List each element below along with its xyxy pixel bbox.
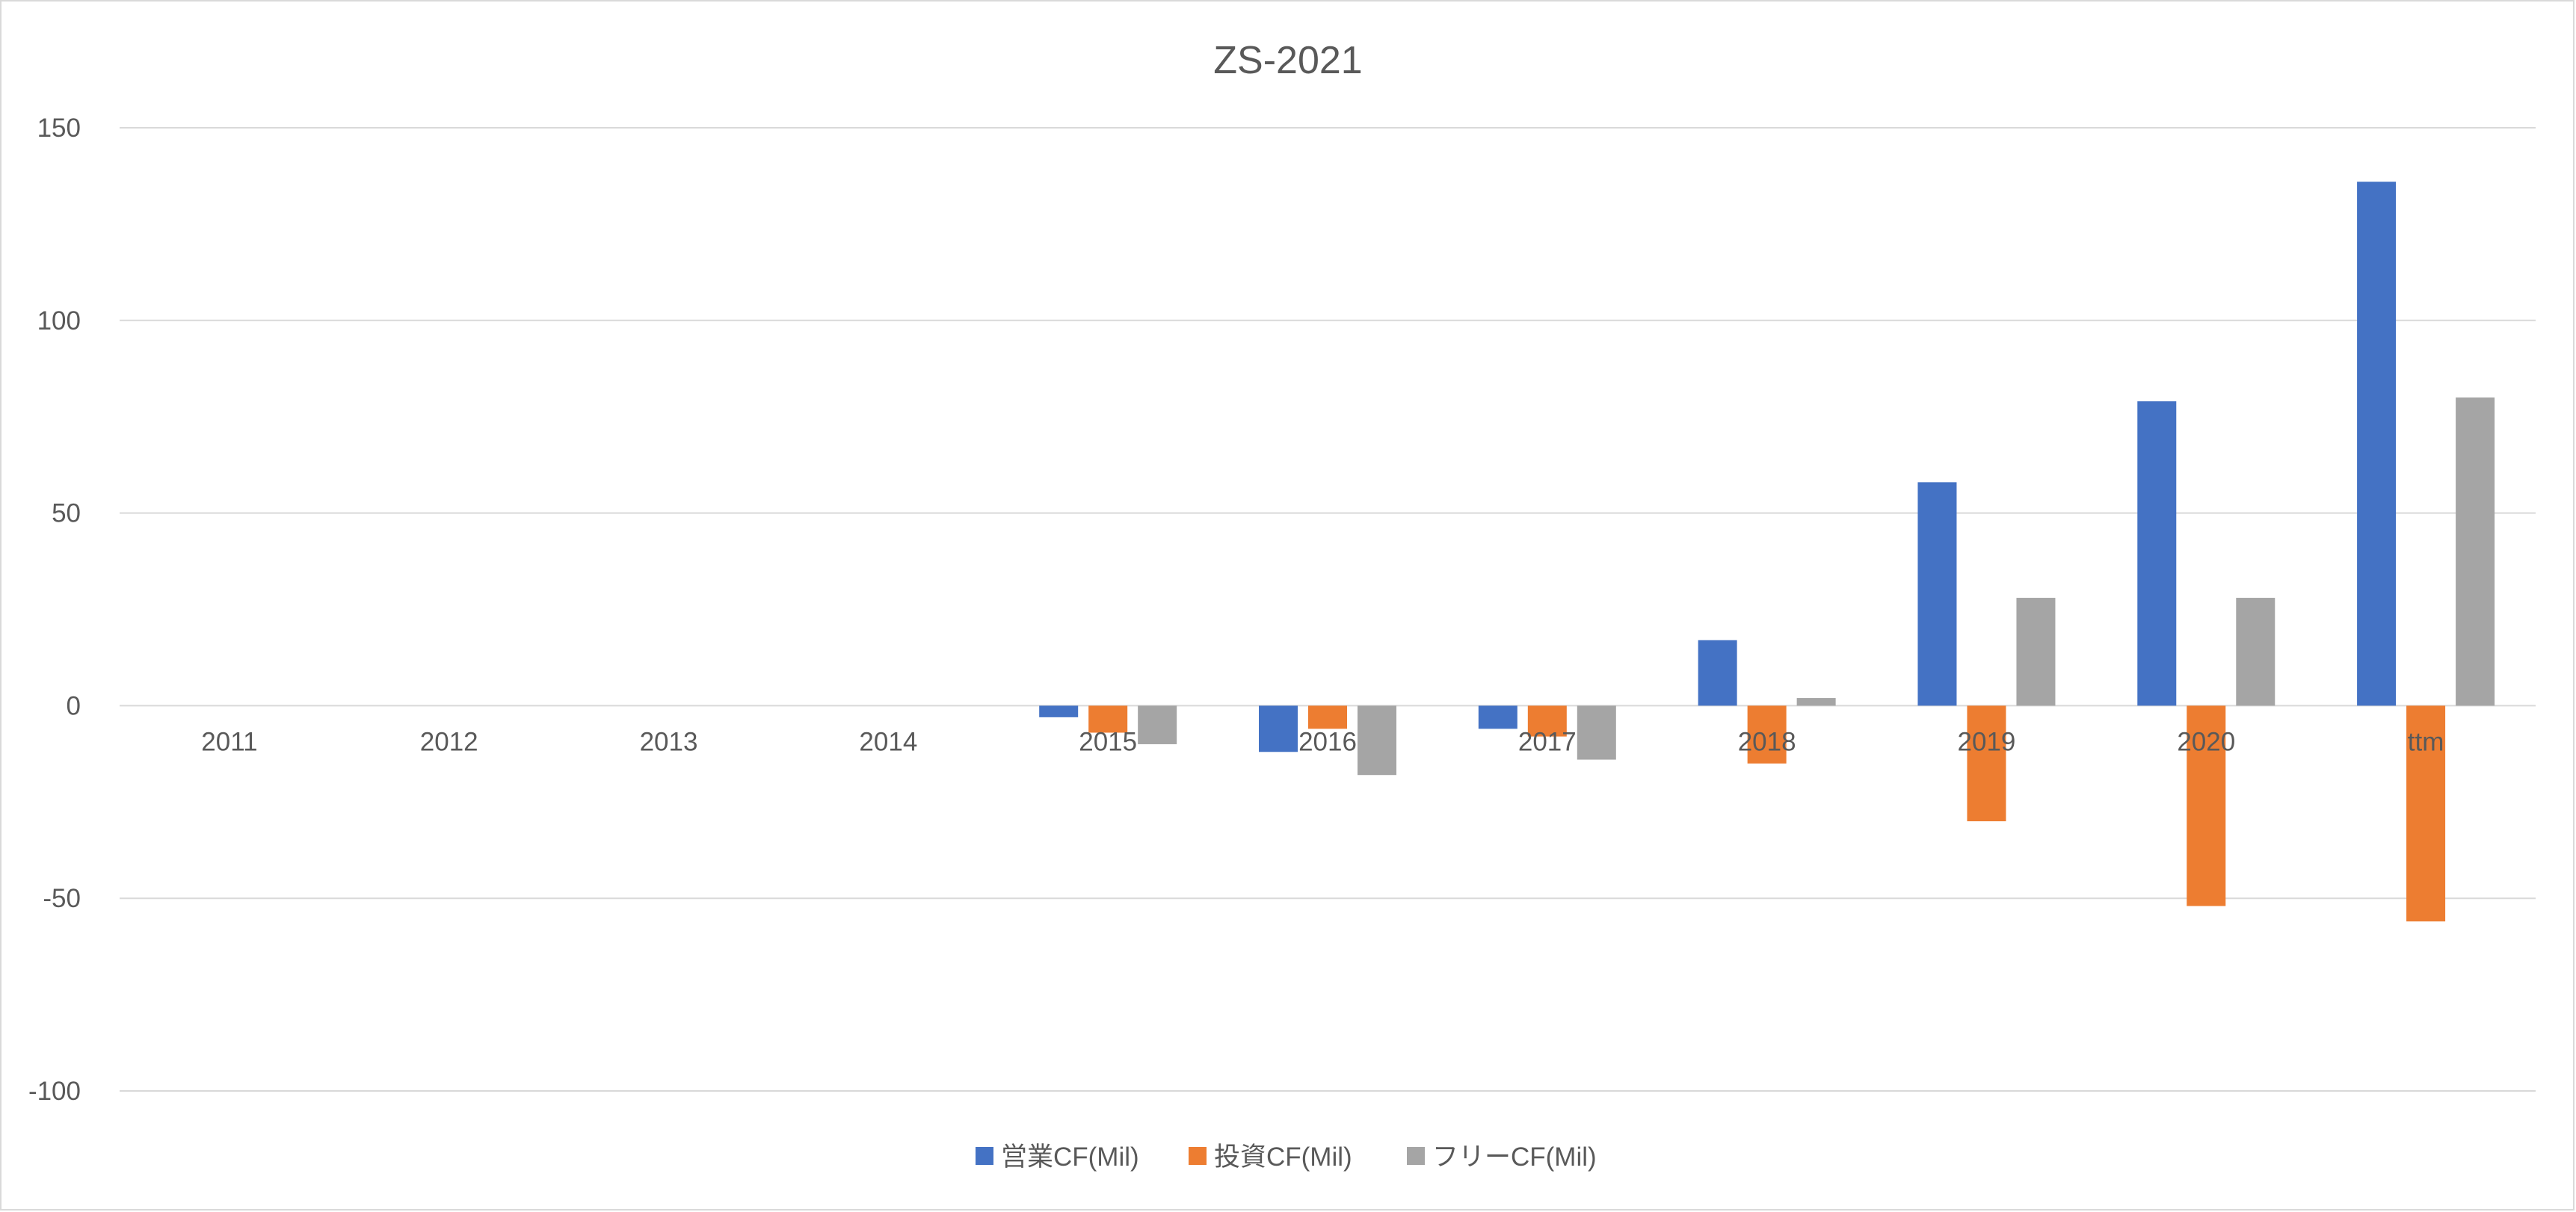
y-tick-label: -100 [28,1077,81,1106]
bar-series-2-2017 [1527,705,1567,737]
bar-series-2-2018 [1747,705,1787,764]
bar-series-2-2020 [2187,705,2226,906]
bar-series-2-2015 [1088,705,1128,733]
legend: 営業CF(Mil) 投資CF(Mil) フリーCF(Mil) [976,1143,1597,1172]
legend-label: 投資CF(Mil) [1214,1143,1352,1172]
bar-series-1-2017 [1478,705,1517,729]
bar-series-2-2016 [1308,705,1347,729]
category-label: 2015 [1079,727,1137,756]
legend-label: フリーCF(Mil) [1432,1143,1597,1172]
category-label: 2019 [1958,727,2016,756]
gridlines [120,127,2536,1092]
category-label: 2012 [420,727,478,756]
category-label: 2011 [201,727,257,756]
category-label: 2014 [859,727,917,756]
bars [1039,182,2495,922]
y-tick-label: 0 [67,691,81,720]
legend-swatch [976,1147,993,1165]
category-label: 2018 [1738,727,1796,756]
bar-series-3-ttm [2456,397,2495,706]
bar-series-2-ttm [2406,705,2446,922]
bar-series-3-2020 [2236,598,2275,706]
bar-series-1-2020 [2137,401,2177,706]
legend-swatch [1189,1147,1207,1165]
category-label: 2020 [2177,727,2235,756]
y-tick-label: 100 [37,306,81,336]
y-tick-label: 150 [37,114,81,143]
bar-series-3-2015 [1138,705,1177,744]
bar-series-3-2016 [1358,705,1396,776]
bar-series-2-2019 [1967,705,2006,822]
bar-series-1-2015 [1039,705,1079,717]
y-tick-label: -50 [43,884,81,913]
bar-series-3-2018 [1796,698,1836,706]
bar-series-1-2018 [1698,640,1737,706]
bar-series-1-2016 [1259,705,1298,752]
chart-title: ZS-2021 [1213,39,1362,82]
legend-label: 営業CF(Mil) [1001,1143,1139,1172]
bar-series-1-ttm [2357,182,2397,706]
legend-swatch [1407,1147,1425,1165]
category-label: 2013 [640,727,698,756]
bar-series-3-2019 [2016,598,2056,706]
y-tick-label: 50 [52,499,81,528]
category-label: 2017 [1518,727,1577,756]
y-axis-ticks: 150 100 50 0 -50 -100 [28,114,81,1106]
category-label: ttm [2408,727,2444,756]
bar-series-3-2017 [1577,705,1616,760]
category-labels: 2011 2012 2013 2014 2015 2016 2017 2018 2019 2020… [201,727,2444,756]
bar-series-1-2019 [1917,482,1957,706]
category-label: 2016 [1298,727,1357,756]
